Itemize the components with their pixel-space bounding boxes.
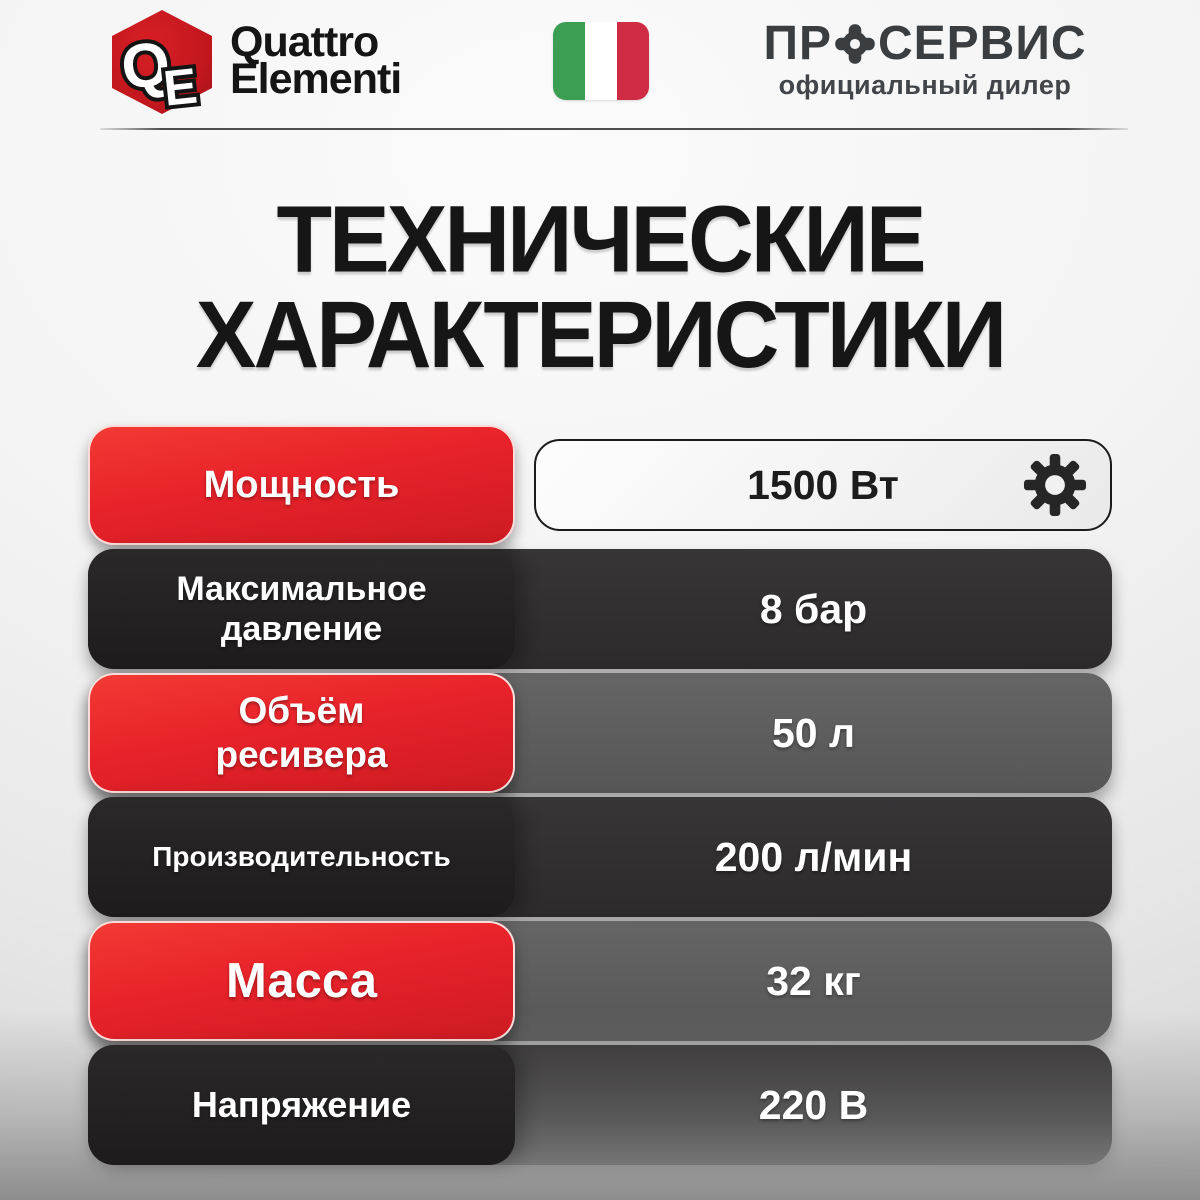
spec-value-pill: 1500 Вт <box>534 439 1112 531</box>
spec-row-capacity: Производительность 200 л/мин <box>88 797 1112 917</box>
italy-flag-icon <box>553 22 649 100</box>
spec-value: 8 бар <box>759 585 868 632</box>
spec-row-receiver-volume: Объём ресивера 50 л <box>88 673 1112 793</box>
page-title: ТЕХНИЧЕСКИЕ ХАРАКТЕРИСТИКИ <box>0 192 1200 383</box>
spec-label: Максимальное давление <box>88 549 515 669</box>
brand-name-line2: Elementi <box>230 55 402 103</box>
quattro-elementi-logo: Q E <box>112 10 212 114</box>
svg-text:E: E <box>161 58 200 114</box>
dealer-name-suffix: СЕРВИС <box>877 17 1087 70</box>
spec-label: Напряжение <box>88 1045 515 1165</box>
header-divider <box>100 128 1128 130</box>
qe-initials-icon: Q E <box>114 25 204 114</box>
flag-green-stripe <box>553 22 585 100</box>
flag-red-stripe <box>617 22 649 100</box>
dealer-name-prefix: ПР <box>763 17 832 70</box>
brand-name: Quattro Elementi <box>230 18 402 103</box>
spec-label: Производительность <box>88 797 515 917</box>
page-title-line2: ХАРАКТЕРИСТИКИ <box>195 282 1007 388</box>
spec-label: Масса <box>88 921 515 1041</box>
spec-row-power: Мощность 1500 Вт <box>88 425 1112 545</box>
flag-white-stripe <box>585 22 617 100</box>
spec-row-voltage: Напряжение 220 В <box>88 1045 1112 1165</box>
gear-o-icon <box>835 24 875 64</box>
spec-value: 220 В <box>758 1081 869 1128</box>
spec-label: Мощность <box>88 425 515 545</box>
spec-row-weight: Масса 32 кг <box>88 921 1112 1041</box>
dealer-name: ПР СЕРВИС <box>725 17 1125 70</box>
gear-icon <box>1023 453 1087 517</box>
brand-name-line1: Quattro <box>230 18 379 66</box>
spec-value: 32 кг <box>766 957 861 1004</box>
spec-label: Объём ресивера <box>88 673 515 793</box>
header: Q E Quattro Elementi ПР СЕРВИС официальн… <box>0 0 1200 130</box>
svg-text:Q: Q <box>118 29 173 103</box>
spec-row-max-pressure: Максимальное давление 8 бар <box>88 549 1112 669</box>
red-hexagon-icon <box>112 10 212 114</box>
dealer-subtitle: официальный дилер <box>778 70 1072 100</box>
spec-value: 1500 Вт <box>747 461 899 508</box>
spec-value: 50 л <box>771 709 856 756</box>
spec-table: Мощность 1500 Вт Максимал <box>88 425 1112 1165</box>
page-title-line1: ТЕХНИЧЕСКИЕ <box>276 187 926 293</box>
dealer-logo: ПР СЕРВИС официальный дилер <box>725 17 1125 101</box>
spec-value: 200 л/мин <box>714 833 913 880</box>
